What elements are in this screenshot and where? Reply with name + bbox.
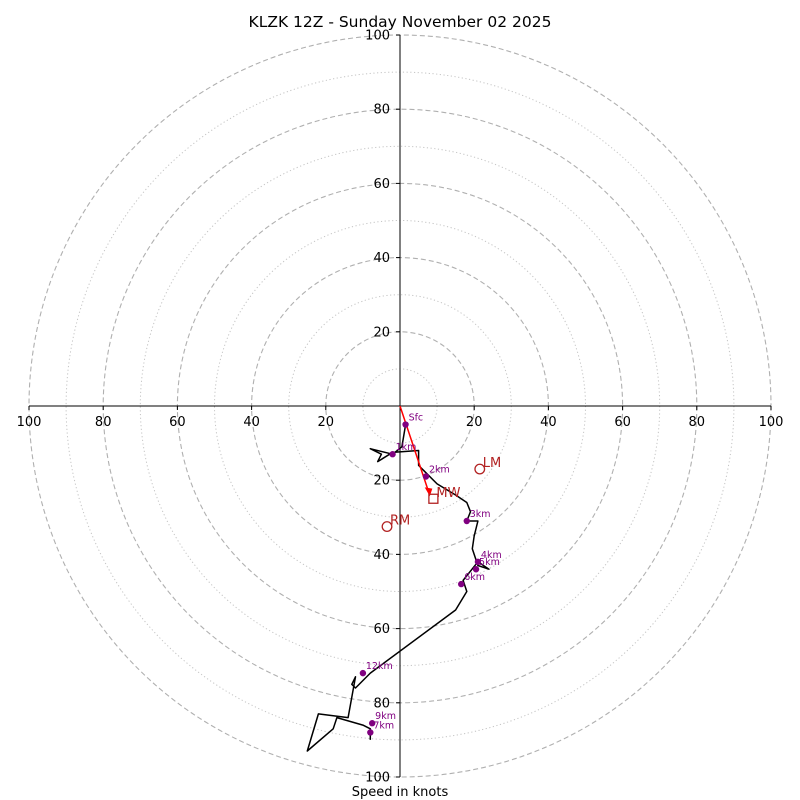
height-marker-dot (458, 580, 465, 588)
storm-marker-label: MW (436, 486, 460, 501)
height-marker-label: 6km (464, 572, 485, 583)
height-marker-dot (359, 669, 367, 677)
storm-marker-circle (474, 463, 486, 475)
height-marker-dot (402, 421, 409, 428)
shear-arrowhead (424, 487, 433, 497)
height-marker-dot (367, 729, 374, 736)
height-marker-label: 7km (373, 720, 394, 731)
chart-title: KLZK 12Z - Sunday November 02 2025 (249, 13, 552, 31)
height-marker-label: 1km (396, 442, 417, 453)
y-tick-label: 60 (373, 622, 390, 637)
hodograph-series (306, 405, 490, 752)
height-marker-label: Sfc (409, 413, 424, 424)
tick-labels: 100 80 60 40 20 20 40 60 80 100 100 80 60 40 20 20 40 60 8… (17, 29, 784, 786)
y-tick-label: 80 (373, 696, 390, 711)
storm-marker-circle (381, 521, 393, 533)
x-tick-label: 20 (466, 415, 483, 430)
height-marker-label: 2km (429, 464, 450, 475)
storm-marker-label: RM (390, 514, 410, 529)
x-axis-label: Speed in knots (352, 785, 449, 800)
height-marker-label: 9km (375, 711, 396, 722)
height-marker-dot (474, 558, 482, 566)
x-tick-label: 60 (614, 415, 631, 430)
height-marker-label: 4km (481, 550, 502, 561)
x-tick-label: 100 (17, 415, 42, 430)
height-marker-label: 5km (479, 557, 500, 568)
x-tick-label: 100 (759, 415, 784, 430)
height-marker-dot (472, 566, 480, 573)
height-marker-dot (463, 517, 470, 525)
x-tick-label: 60 (169, 415, 186, 430)
height-marker-dot (422, 473, 430, 480)
height-marker-label: 3km (470, 509, 491, 520)
y-tick-label: 60 (373, 177, 390, 192)
y-tick-label: 40 (373, 251, 390, 266)
y-tick-label: 100 (365, 771, 390, 786)
x-tick-label: 80 (689, 415, 706, 430)
y-tick-label: 20 (373, 325, 390, 340)
x-tick-label: 40 (540, 415, 557, 430)
height-marker-dot (368, 720, 376, 727)
storm-motion-markers: LM MW RM (381, 456, 501, 533)
y-tick-label: 40 (373, 548, 390, 563)
x-tick-label: 20 (318, 415, 335, 430)
height-marker-label: 12km (366, 661, 393, 672)
x-tick-label: 40 (243, 415, 260, 430)
storm-marker-label: LM (483, 456, 501, 471)
height-marker-dot (389, 451, 396, 458)
y-tick-label: 20 (373, 474, 390, 489)
x-tick-label: 80 (95, 415, 112, 430)
y-tick-label: 80 (373, 103, 390, 118)
y-tick-label: 100 (365, 29, 390, 44)
storm-marker-square (428, 493, 439, 504)
hodograph-line (306, 424, 490, 752)
shear-vector (399, 405, 431, 496)
